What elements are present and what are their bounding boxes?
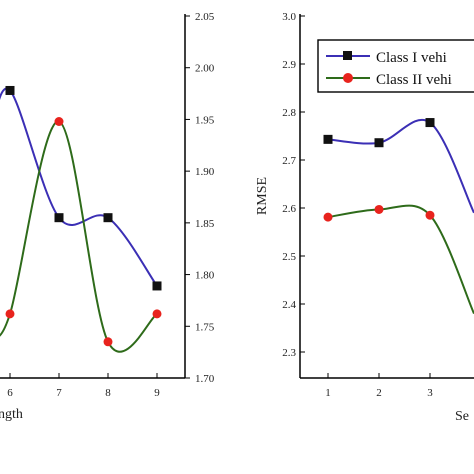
right-series-1-line <box>327 204 474 315</box>
left-series-1-point <box>5 309 15 319</box>
right-series-0-point <box>374 138 384 148</box>
legend-marker-class-ii <box>343 73 353 83</box>
left-series-0-point <box>103 213 113 223</box>
right-y-tick-label: 2.4 <box>282 299 296 311</box>
right-y-tick-label: 2.9 <box>282 59 296 71</box>
left-x-tick-label: 7 <box>56 387 62 399</box>
right-y-tick-label: 2.8 <box>282 107 296 119</box>
right-series-1-point <box>374 204 384 214</box>
left-y-tick-label: 1.95 <box>195 114 215 126</box>
right-series-0-point <box>323 134 333 144</box>
right-y-tick-label: 2.5 <box>282 251 296 263</box>
left-series-0-point <box>152 281 162 291</box>
legend: Class I vehi Class II vehi <box>317 39 474 93</box>
right-series-0-line <box>327 119 474 214</box>
right-plot-area <box>323 118 474 315</box>
left-y-tick-label: 1.75 <box>195 321 215 333</box>
left-series-1-point <box>103 337 113 347</box>
left-y-tick-label: 1.70 <box>195 373 215 385</box>
left-x-axis-title: ngth <box>0 407 23 422</box>
left-x-tick-label: 9 <box>154 387 160 399</box>
left-y-tick-label: 2.05 <box>195 11 215 23</box>
right-y-tick-label: 2.7 <box>282 155 296 167</box>
left-ticks: 2.05 2.00 1.95 1.90 1.85 1.80 1.75 1.70 6 7 8 9 <box>7 11 215 399</box>
right-y-tick-label: 3.0 <box>282 11 296 23</box>
right-panel: 3.0 2.9 2.8 2.7 2.6 2.5 2.4 2.3 1 2 3 RMSE Se Clas… <box>255 11 474 424</box>
left-series-0-point <box>5 85 15 95</box>
legend-marker-class-i <box>343 51 352 60</box>
right-y-tick-label: 2.6 <box>282 203 296 215</box>
legend-frame <box>317 39 474 93</box>
left-panel: 2.05 2.00 1.95 1.90 1.85 1.80 1.75 1.70 6 7 8 9 ngt… <box>0 11 215 422</box>
right-ticks: 3.0 2.9 2.8 2.7 2.6 2.5 2.4 2.3 1 2 3 <box>282 11 433 399</box>
right-series-1-point <box>425 210 435 220</box>
left-y-tick-label: 1.90 <box>195 166 215 178</box>
right-x-tick-label: 3 <box>427 387 433 399</box>
right-y-axis-title: RMSE <box>255 177 270 215</box>
legend-label-class-i: Class I vehi <box>376 50 447 66</box>
right-series-1-point <box>323 212 333 222</box>
right-series-0-point <box>425 118 435 128</box>
left-series-0-point <box>54 213 64 223</box>
right-x-axis-title: Se <box>455 409 469 424</box>
legend-label-class-ii: Class II vehi <box>376 72 452 88</box>
left-y-tick-label: 2.00 <box>195 63 215 75</box>
left-x-tick-label: 6 <box>7 387 13 399</box>
right-x-tick-label: 1 <box>325 387 331 399</box>
left-series-1-point <box>54 116 64 126</box>
left-y-tick-label: 1.80 <box>195 270 215 282</box>
left-series-1-line <box>0 120 158 353</box>
right-y-tick-label: 2.3 <box>282 347 296 359</box>
left-plot-area <box>0 85 162 353</box>
left-series-1-point <box>152 309 162 319</box>
left-y-tick-label: 1.85 <box>195 218 215 230</box>
right-x-tick-label: 2 <box>376 387 382 399</box>
left-x-tick-label: 8 <box>105 387 111 399</box>
